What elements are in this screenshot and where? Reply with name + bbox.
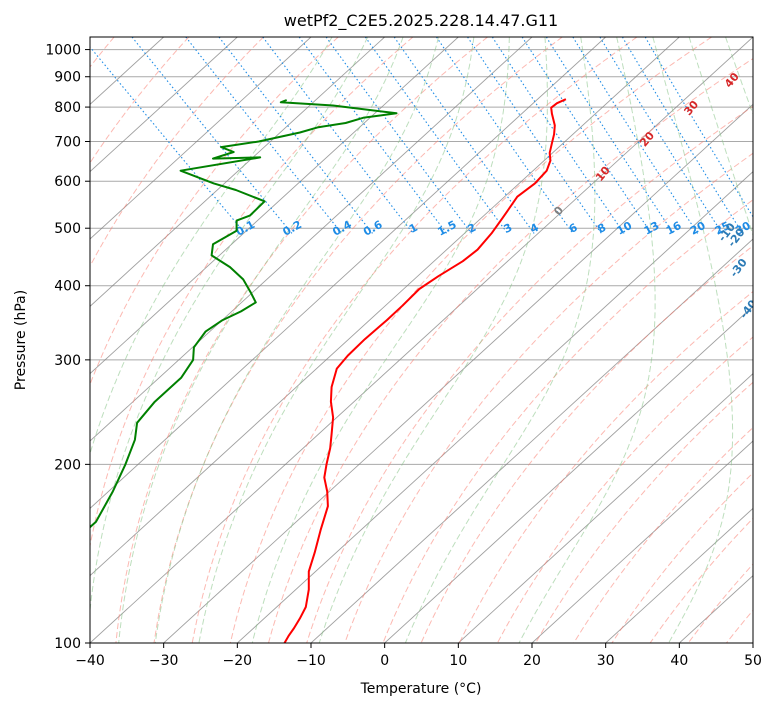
mixing-ratio-line [90, 46, 246, 234]
mixing-ratio-line [521, 37, 652, 234]
x-tick-label: −20 [223, 653, 253, 669]
y-axis-label: Pressure (hPa) [13, 290, 29, 390]
isotherm-line [531, 440, 753, 643]
moist-adiabat-line [90, 37, 369, 615]
mixing-ratio-label: 25 [713, 219, 733, 238]
mixing-ratio-line [393, 37, 535, 234]
isotherm-line [458, 373, 753, 643]
mixing-ratio-label: 16 [664, 219, 684, 238]
moist-adiabat-line [251, 37, 510, 643]
dry-adiabat-line [306, 105, 753, 643]
mixing-ratio-line [364, 37, 509, 234]
x-axis-ticks: −40 −30 −20 −10 0 10 20 30 40 50 [75, 643, 762, 669]
y-tick-label: 100 [54, 636, 81, 652]
sounding-profiles [90, 98, 567, 643]
dry-adiabat-line [268, 57, 753, 643]
dry-adiabat-line [458, 290, 753, 643]
x-axis-label: Temperature (°C) [360, 681, 482, 697]
mixing-ratio-line [218, 37, 373, 234]
dry-adiabat-line [90, 37, 190, 164]
mixing-ratio-label: 30 [733, 219, 753, 238]
dry-adiabat-line [229, 37, 712, 643]
x-tick-label: 10 [449, 653, 467, 669]
mixing-ratio-label: 13 [642, 219, 662, 238]
moist-adiabat-line [688, 37, 753, 237]
x-tick-label: 30 [597, 653, 615, 669]
dry-adiabat-line [191, 37, 638, 643]
y-tick-label: 600 [54, 174, 81, 190]
dry-adiabat-line [90, 37, 414, 549]
dry-adiabat-line [115, 37, 488, 643]
dry-adiabat-line [496, 336, 753, 643]
mixing-ratio-line [435, 37, 574, 234]
plot-frame [89, 36, 754, 644]
y-tick-label: 1000 [45, 43, 81, 59]
isotherm-line [384, 305, 753, 643]
mixing-ratio-line [644, 37, 753, 218]
mixing-ratio-line [491, 37, 625, 234]
moist-adiabat-line [404, 37, 596, 643]
moist-adiabat-line [198, 37, 475, 643]
x-tick-label: −40 [75, 653, 105, 669]
isotherm-line [90, 37, 238, 173]
y-tick-label: 200 [54, 457, 81, 473]
isotherm-line [310, 238, 753, 643]
temperature-line [283, 98, 567, 643]
moist-adiabat-line [154, 37, 439, 643]
y-tick-label: 500 [54, 221, 81, 237]
mixing-ratio-label: 20 [688, 219, 708, 238]
moist-adiabat-line [318, 37, 548, 643]
mixing-ratio-line [262, 37, 414, 234]
mixing-ratio-line [325, 37, 472, 234]
mixing-ratio-line [572, 37, 699, 234]
isotherm-line [163, 103, 753, 643]
moist-adiabat-line [652, 37, 734, 643]
x-tick-label: 0 [380, 653, 389, 669]
dry-adiabat-line [344, 152, 753, 643]
chart-title: wetPf2_C2E5.2025.228.14.47.G11 [284, 11, 558, 31]
mixing-ratio-line [298, 37, 448, 234]
y-tick-label: 700 [54, 134, 81, 150]
isotherm-line [237, 171, 753, 643]
y-tick-label: 300 [54, 353, 81, 369]
mixing-ratio-label: 10 [615, 219, 635, 238]
x-tick-label: 40 [670, 653, 688, 669]
moist-adiabat-line [90, 37, 333, 456]
moist-adiabat-line [118, 37, 404, 643]
x-tick-label: −30 [149, 653, 179, 669]
mixing-ratio-line [621, 37, 744, 234]
y-tick-label: 800 [54, 100, 81, 116]
isotherm-line [90, 37, 606, 509]
x-tick-label: 20 [523, 653, 541, 669]
dewpoint-line [90, 99, 398, 529]
isotherm-line [90, 37, 459, 375]
isotherm-line [90, 37, 753, 643]
mixing-ratio-line [467, 37, 602, 234]
isotherm-line [90, 37, 680, 577]
dry-adiabat-line [90, 37, 264, 268]
background-lines [90, 37, 753, 643]
x-tick-label: −10 [296, 653, 326, 669]
y-axis-ticks: 100 200 300 400 500 600 700 800 900 1000 [45, 43, 90, 652]
mixing-ratio-line [185, 37, 343, 234]
isotherm-line [90, 37, 312, 240]
y-tick-label: 900 [54, 70, 81, 86]
x-tick-label: 50 [744, 653, 762, 669]
dry-adiabat-line [90, 37, 339, 386]
line-labels: 0.10.20.40.611.52346810131620253036-100-… [234, 70, 753, 363]
mixing-ratio-line [545, 37, 674, 234]
y-tick-label: 400 [54, 279, 81, 295]
